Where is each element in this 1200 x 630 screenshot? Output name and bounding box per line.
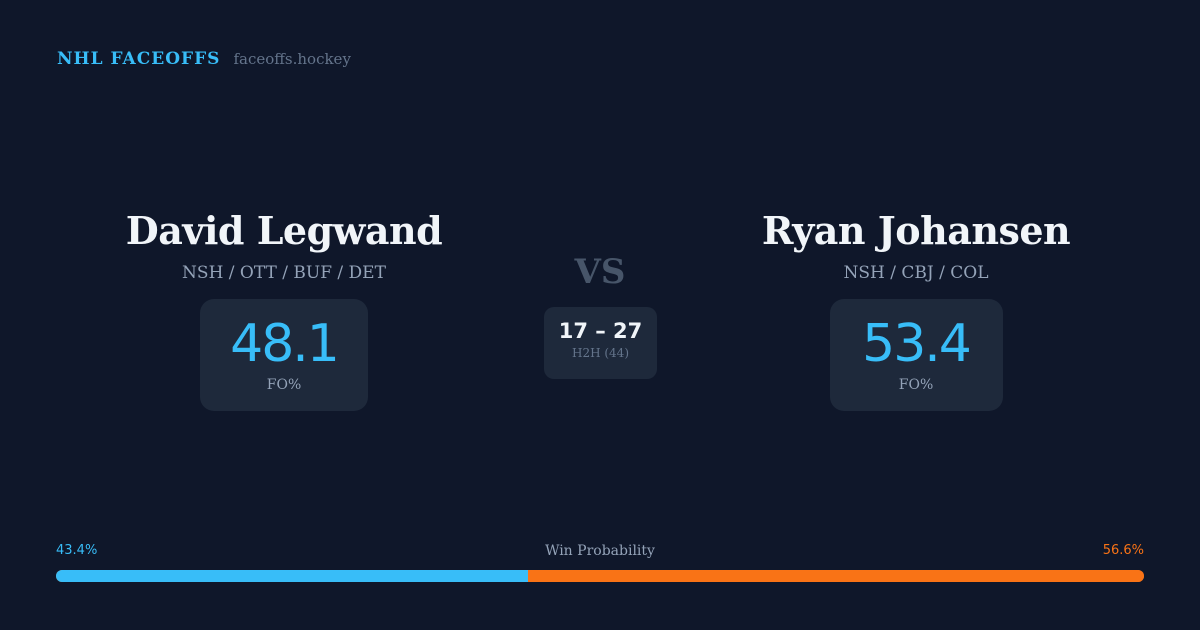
win-prob-title: Win Probability (545, 543, 655, 559)
h2h-label: H2H (44) (571, 346, 629, 360)
brand-url: faceoffs.hockey (233, 50, 351, 68)
left-player: David Legwand NSH / OTT / BUF / DET 48.1… (74, 205, 494, 411)
left-player-teams: NSH / OTT / BUF / DET (182, 263, 386, 283)
left-fo-card: 48.1 FO% (200, 299, 368, 411)
brand: NHL FACEOFFS faceoffs.hockey (57, 49, 351, 69)
right-fo-card: 53.4 FO% (829, 299, 1003, 411)
win-probability-bar (56, 570, 1144, 582)
right-win-prob: 56.6% (1102, 543, 1144, 558)
right-player-teams: NSH / CBJ / COL (843, 263, 989, 283)
left-win-prob: 43.4% (56, 543, 98, 558)
h2h-card: 17 – 27 H2H (44) (544, 307, 657, 379)
right-fo-label: FO% (898, 377, 934, 393)
h2h-score: 17 – 27 (558, 319, 643, 343)
left-player-name: David Legwand (125, 208, 443, 253)
vs-label: VS (574, 252, 626, 292)
left-fo-label: FO% (266, 377, 302, 393)
right-player: Ryan Johansen NSH / CBJ / COL 53.4 FO% (706, 205, 1126, 411)
right-win-prob-fill (528, 570, 1144, 582)
left-win-prob-fill (56, 570, 529, 582)
brand-title: NHL FACEOFFS (57, 49, 221, 69)
right-player-name: Ryan Johansen (761, 208, 1071, 253)
left-fo-value: 48.1 (230, 314, 340, 374)
right-fo-value: 53.4 (862, 314, 972, 374)
